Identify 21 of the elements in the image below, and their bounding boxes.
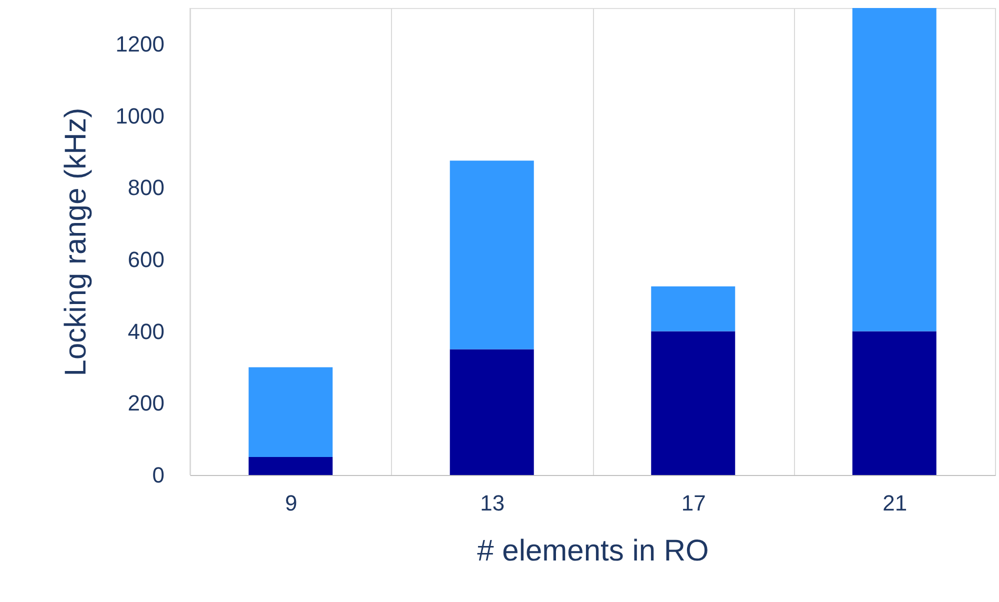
bar [852, 331, 936, 475]
bar [651, 331, 736, 475]
y-tick-label: 0 [152, 462, 164, 488]
y-tick-label: 200 [128, 390, 164, 416]
x-tick-label: 9 [285, 490, 298, 516]
bar [248, 367, 333, 458]
y-tick-label: 1000 [116, 103, 164, 128]
bar [450, 349, 534, 475]
y-tick-label: 800 [128, 175, 164, 200]
bar [248, 457, 333, 475]
x-tick-label: 21 [882, 490, 908, 516]
x-tick-label: 13 [480, 490, 505, 516]
bar [651, 286, 736, 332]
bar [852, 8, 936, 332]
y-tick-label: 1200 [116, 31, 164, 56]
y-tick-label: 400 [128, 318, 164, 344]
bar [450, 160, 534, 350]
y-axis-title: Locking range (kHz) [60, 108, 93, 376]
x-tick-label: 17 [681, 490, 706, 516]
x-axis-title: # elements in RO [477, 534, 709, 568]
y-tick-label: 600 [128, 246, 164, 272]
